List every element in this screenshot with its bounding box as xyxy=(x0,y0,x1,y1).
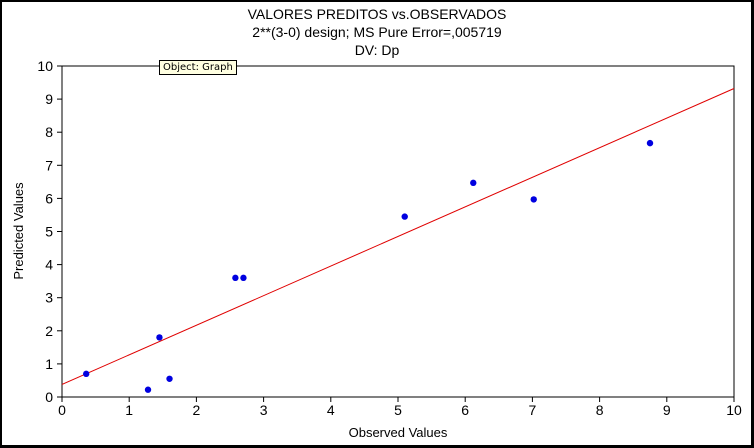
y-axis: 0 1 2 3 4 5 6 7 8 9 10 xyxy=(37,58,62,405)
x-tick-label: 9 xyxy=(663,402,671,418)
x-tick-label: 5 xyxy=(394,402,402,418)
data-point-5 xyxy=(232,274,239,282)
x-tick-label: 4 xyxy=(327,402,335,418)
y-tick-label: 4 xyxy=(45,257,53,273)
chart-subtitle: 2**(3-0) design; MS Pure Error=,005719 xyxy=(252,24,502,40)
fit-line xyxy=(61,88,735,385)
y-tick-label: 7 xyxy=(45,157,53,173)
data-point-2 xyxy=(144,386,152,393)
y-tick-label: 8 xyxy=(45,124,53,140)
chart-subtitle-dv: DV: Dp xyxy=(355,42,400,58)
x-tick-label: 0 xyxy=(58,402,66,418)
x-tick-label: 2 xyxy=(193,402,201,418)
x-tick-label: 3 xyxy=(260,402,268,418)
data-point-9 xyxy=(530,196,537,203)
x-axis: 0 1 2 3 4 5 6 7 8 9 10 xyxy=(58,397,742,418)
y-tick-label: 6 xyxy=(45,190,53,206)
data-point-7 xyxy=(401,213,408,220)
x-axis-title: Observed Values xyxy=(349,425,448,440)
x-tick-label: 1 xyxy=(125,402,133,418)
data-point-3 xyxy=(156,334,163,341)
y-tick-label: 1 xyxy=(45,356,53,372)
y-tick-label: 9 xyxy=(45,91,53,107)
data-point-1 xyxy=(82,370,90,378)
y-tick-label: 10 xyxy=(37,58,53,74)
chart-title: VALORES PREDITOS vs.OBSERVADOS xyxy=(248,6,507,22)
data-point-10 xyxy=(646,139,654,147)
x-tick-label: 8 xyxy=(596,402,604,418)
y-tick-label: 0 xyxy=(45,389,53,405)
plot-area[interactable] xyxy=(61,65,735,398)
x-tick-label: 6 xyxy=(461,402,469,418)
y-tick-label: 3 xyxy=(45,290,53,306)
data-point-6 xyxy=(240,274,247,282)
y-tick-label: 2 xyxy=(45,323,53,339)
x-tick-label: 10 xyxy=(726,402,742,418)
data-points xyxy=(82,139,654,393)
y-tick-label: 5 xyxy=(45,224,53,240)
data-point-4 xyxy=(166,375,173,382)
x-tick-label: 7 xyxy=(529,402,537,418)
y-axis-title: Predicted Values xyxy=(11,182,26,280)
data-point-8 xyxy=(470,179,477,187)
object-tooltip: Object: Graph xyxy=(159,60,237,75)
